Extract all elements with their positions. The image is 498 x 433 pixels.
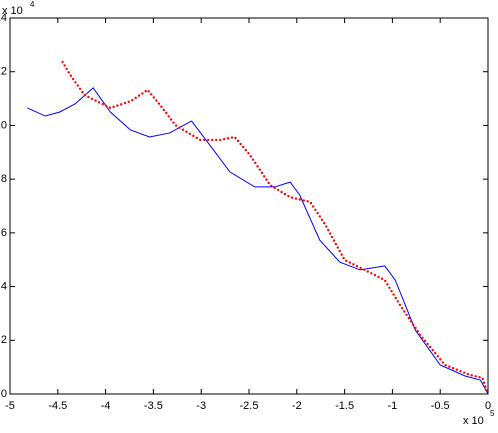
x-tick-label: -4.5 — [48, 400, 67, 412]
y-tick-label: 6 — [1, 227, 7, 239]
y-tick-label: 2 — [1, 334, 7, 346]
y-tick-label: 0 — [1, 388, 7, 400]
x-tick-label: -2 — [292, 400, 302, 412]
x-tick-label: 0 — [485, 400, 491, 412]
x-tick-label: -0.5 — [431, 400, 450, 412]
line — [27, 87, 489, 395]
x-tick-label: -3 — [196, 400, 206, 412]
x-tick-label: -4 — [101, 400, 111, 412]
y-multiplier: x 10 — [2, 5, 23, 17]
x-tick-label: -1 — [388, 400, 398, 412]
y-tick-label: 10 — [0, 119, 7, 131]
dotted-line — [61, 60, 490, 396]
x-multiplier-exponent: 5 — [490, 409, 495, 418]
x-tick-label: -2.5 — [240, 400, 259, 412]
y-tick-label: 8 — [1, 173, 7, 185]
y-tick-label: 12 — [0, 66, 7, 78]
y-multiplier-exponent: 4 — [30, 0, 35, 9]
x-multiplier: x 10 — [463, 415, 484, 427]
x-tick-label: -5 — [5, 400, 15, 412]
y-tick-label: 4 — [1, 280, 7, 292]
x-tick-label: -1.5 — [335, 400, 354, 412]
x-tick-label: -3.5 — [144, 400, 163, 412]
y-tick-label: 14 — [0, 12, 7, 24]
